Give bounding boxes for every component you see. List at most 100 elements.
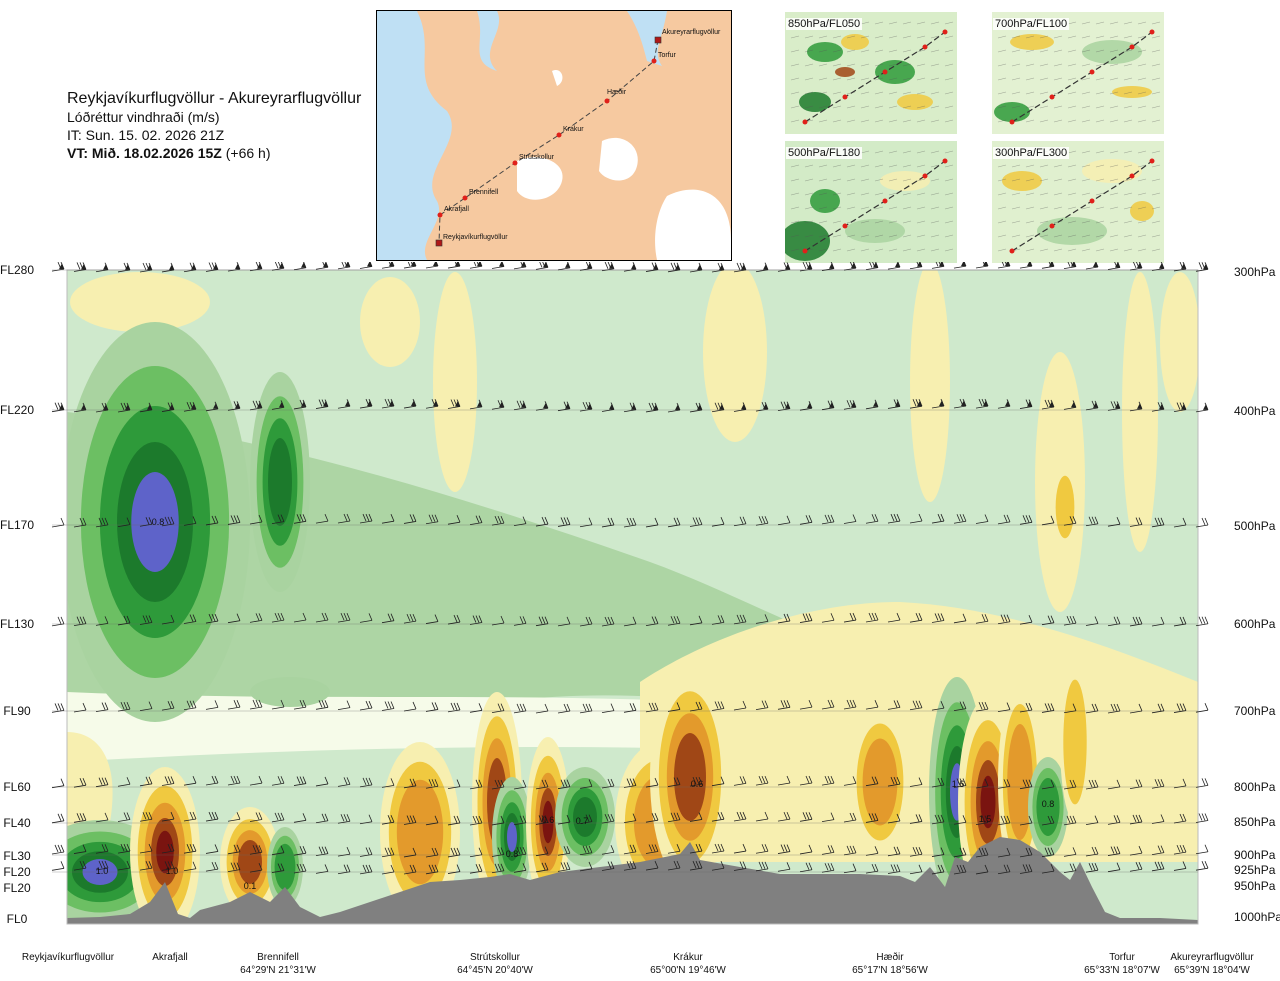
thumbnail-barb bbox=[888, 220, 898, 224]
wind-barb bbox=[161, 707, 175, 711]
wind-barb bbox=[1019, 521, 1033, 525]
thumbnail-barb bbox=[997, 206, 1007, 210]
wind-barb-pennant bbox=[499, 401, 504, 408]
wind-barb-flag bbox=[475, 515, 480, 523]
wind-barb bbox=[579, 821, 593, 825]
wind-barb bbox=[667, 784, 681, 787]
thumbnail-barb bbox=[1067, 49, 1077, 53]
waypoint-label: Brennifell bbox=[257, 952, 299, 963]
wind-barb-flag bbox=[1047, 615, 1052, 623]
thumbnail-barb bbox=[846, 164, 856, 168]
wind-barb-flag bbox=[497, 863, 502, 871]
wind-barb-flag bbox=[1198, 262, 1203, 270]
wind-barb-flag bbox=[1069, 516, 1074, 524]
wind-barb-flag bbox=[849, 699, 854, 708]
wind-barb bbox=[513, 710, 527, 714]
thumbnail-barb bbox=[1151, 35, 1161, 39]
thumbnail-barb bbox=[1067, 119, 1077, 123]
wind-barb-pennant bbox=[125, 263, 130, 270]
wind-barb-flag bbox=[145, 860, 150, 869]
wind-barb-flag bbox=[387, 613, 392, 621]
wind-barb-pennant bbox=[631, 403, 636, 410]
wind-barb-flag bbox=[522, 616, 527, 624]
thumbnail-waypoint bbox=[1049, 223, 1055, 229]
pressure-level-label: 900hPa bbox=[1234, 848, 1276, 862]
wind-barb bbox=[909, 266, 923, 270]
wind-barb bbox=[711, 409, 725, 413]
wind-barb bbox=[293, 406, 307, 410]
wind-barb-flag bbox=[1003, 614, 1008, 622]
thumbnail-barb bbox=[902, 49, 912, 53]
wind-barb bbox=[755, 408, 769, 412]
wind-barb bbox=[1041, 854, 1055, 858]
wind-barb bbox=[447, 709, 461, 713]
thumbnail-700hpa[interactable]: 700hPa/FL100 bbox=[992, 12, 1164, 134]
wind-barb-flag bbox=[365, 513, 370, 522]
thumbnail-300hpa[interactable]: 300hPa/FL300 bbox=[992, 141, 1164, 263]
thumbnail-waypoint bbox=[1149, 29, 1155, 35]
thumbnail-850hpa[interactable]: 850hPa/FL050 bbox=[785, 12, 957, 134]
wind-barb-flag bbox=[409, 778, 414, 786]
wind-barb-flag bbox=[1204, 616, 1209, 624]
wind-barb-pennant bbox=[147, 263, 152, 270]
wind-barb bbox=[777, 851, 791, 854]
thumbnail-waypoint bbox=[842, 223, 848, 229]
wind-barb-flag bbox=[978, 398, 983, 407]
wind-barb-flag bbox=[500, 847, 505, 855]
wind-barb-flag bbox=[937, 513, 942, 522]
chart-title: Reykjavíkurflugvöllur - Akureyrarflugvöl… bbox=[67, 90, 362, 107]
thumbnail-barb bbox=[790, 234, 800, 238]
wind-barb-flag bbox=[717, 843, 722, 852]
wind-barb-flag bbox=[412, 778, 417, 786]
thumbnail-barb bbox=[1109, 220, 1119, 224]
wind-barb-flag bbox=[852, 845, 857, 854]
wind-barb-flag bbox=[1022, 515, 1027, 523]
wind-barb-flag bbox=[214, 811, 219, 820]
wind-barb-flag bbox=[541, 516, 546, 525]
wind-barb-flag bbox=[1135, 779, 1140, 787]
wind-barb bbox=[1151, 868, 1165, 872]
thumbnail-barb bbox=[916, 206, 926, 210]
wind-barb-flag bbox=[610, 845, 615, 853]
thumbnail-barb bbox=[860, 49, 870, 53]
wind-barb-flag bbox=[937, 777, 942, 786]
wind-barb bbox=[645, 709, 659, 713]
wind-barb bbox=[1129, 623, 1143, 627]
wind-barb bbox=[73, 851, 87, 854]
thumbnail-barb bbox=[832, 77, 842, 81]
wind-barb bbox=[865, 820, 879, 823]
wind-barb bbox=[667, 622, 681, 626]
wind-barb bbox=[1195, 709, 1209, 713]
wind-barb-flag bbox=[57, 844, 62, 853]
wind-barb-flag bbox=[1028, 615, 1033, 623]
wind-barb-pennant bbox=[917, 262, 922, 267]
wind-barb-flag bbox=[915, 613, 920, 621]
wind-barb bbox=[1173, 851, 1187, 855]
wind-barb-flag bbox=[516, 703, 521, 712]
wind-barb-pennant bbox=[697, 263, 702, 270]
thumbnail-waypoint bbox=[922, 173, 928, 179]
wind-barb bbox=[491, 710, 505, 714]
wind-barb-flag bbox=[384, 701, 389, 709]
wind-barb bbox=[1107, 710, 1121, 714]
wind-barb-flag bbox=[1113, 846, 1118, 854]
wind-barb-flag bbox=[830, 514, 835, 523]
wind-barb-pennant bbox=[873, 400, 878, 407]
thumbnail-barb bbox=[916, 77, 926, 81]
thumbnail-barb bbox=[1123, 150, 1133, 154]
thumbnail-barb bbox=[846, 35, 856, 39]
wind-barb-flag bbox=[566, 846, 571, 854]
thumbnail-barb bbox=[1109, 192, 1119, 196]
wind-barb-pennant bbox=[433, 262, 438, 267]
wind-barb-flag bbox=[761, 844, 766, 852]
wind-barb-flag bbox=[1028, 702, 1033, 711]
wind-barb bbox=[975, 620, 989, 624]
wind-barb-flag bbox=[962, 864, 967, 873]
wind-barb-flag bbox=[720, 861, 725, 869]
wind-barb-flag bbox=[588, 703, 593, 712]
thumbnail-500hpa[interactable]: 500hPa/FL180 bbox=[785, 141, 957, 263]
thumbnail-barb bbox=[1095, 150, 1105, 154]
thumbnail-field bbox=[994, 102, 1030, 122]
wind-barb-flag bbox=[648, 402, 653, 411]
wind-barb-pennant bbox=[543, 402, 548, 409]
